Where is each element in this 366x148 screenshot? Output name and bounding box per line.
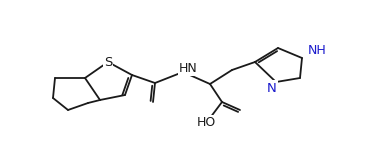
Text: NH: NH	[308, 44, 327, 57]
Text: N: N	[267, 82, 277, 95]
Text: S: S	[104, 56, 112, 69]
Text: HN: HN	[179, 62, 197, 74]
Text: HO: HO	[197, 115, 216, 128]
